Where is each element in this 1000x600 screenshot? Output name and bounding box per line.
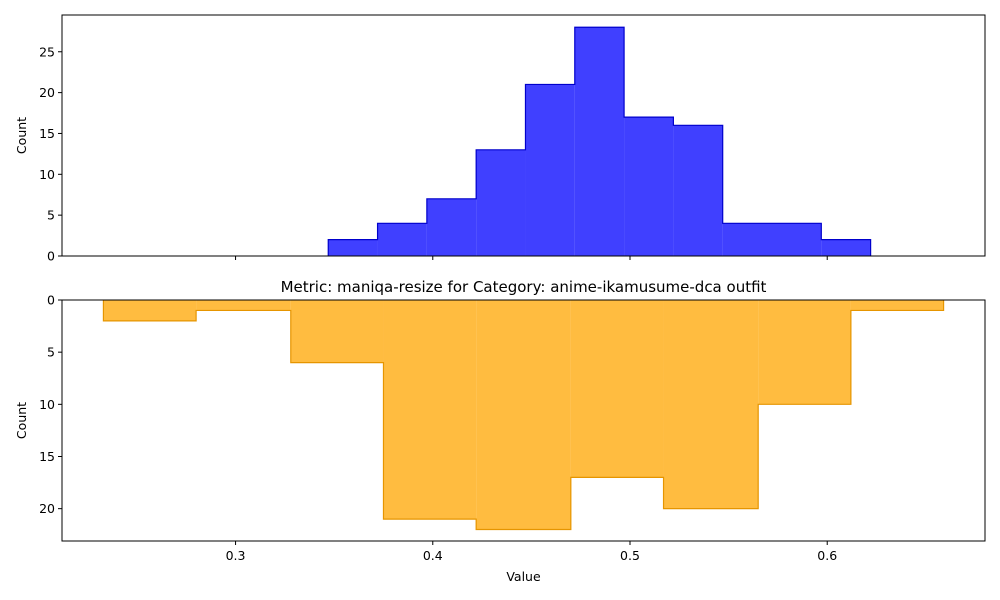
bottom-histogram-bars [102,300,945,531]
top-histogram-bars [327,26,872,257]
x-tick-label: 0.6 [817,548,837,563]
histogram-bar [426,198,477,256]
y-tick-label: 10 [39,397,55,412]
y-tick-label: 0 [47,249,55,264]
histogram-bar [103,300,197,321]
histogram-bar [377,223,427,256]
top-x-ticks [235,256,828,260]
histogram-bar [328,239,378,256]
histogram-bar [574,27,625,256]
histogram-bar [476,300,571,530]
histogram-bar [383,300,477,520]
y-tick-label: 15 [39,126,55,141]
histogram-outline [102,300,945,531]
chart-title: Metric: maniqa-resize for Category: anim… [281,278,767,296]
top-y-axis-label: Count [14,117,29,154]
histogram-outline [327,26,872,256]
top-plot-frame [61,14,986,257]
top-y-ticks: 0 5 10 15 20 25 [39,44,62,264]
top-histogram-panel: 0 5 10 15 20 25 Count [14,14,986,264]
histogram-bar [624,117,674,256]
x-tick-label: 0.3 [226,548,246,563]
bottom-y-ticks: 0 5 10 15 20 [39,293,62,516]
y-tick-label: 25 [39,44,55,59]
y-tick-label: 10 [39,167,55,182]
histogram-bar [821,239,871,256]
y-tick-label: 20 [39,85,55,100]
histogram-bar [772,223,822,256]
bottom-x-ticks: 0.3 0.4 0.5 0.6 [226,541,837,563]
bottom-plot-frame [61,299,986,542]
histogram-bar [673,125,723,256]
y-tick-label: 15 [39,449,55,464]
y-tick-label: 5 [47,208,55,223]
histogram-bar [663,300,759,509]
y-tick-label: 0 [47,293,55,308]
histogram-bar [850,300,944,311]
histogram-bar [476,149,526,256]
x-tick-label: 0.5 [620,548,640,563]
y-tick-label: 20 [39,501,55,516]
x-tick-label: 0.4 [423,548,443,563]
x-axis-label: Value [506,569,541,584]
y-tick-label: 5 [47,345,55,360]
histogram-bar [758,300,851,405]
bottom-y-axis-label: Count [14,402,29,439]
histogram-bar [196,300,291,311]
histogram-bar [722,223,772,256]
histogram-bar [525,84,575,257]
histogram-bar [290,300,384,363]
bottom-histogram-panel: 0 5 10 15 20 0.3 0.4 0.5 0.6 Metric: maniqa-res… [14,278,986,584]
histogram-bar [570,300,664,478]
